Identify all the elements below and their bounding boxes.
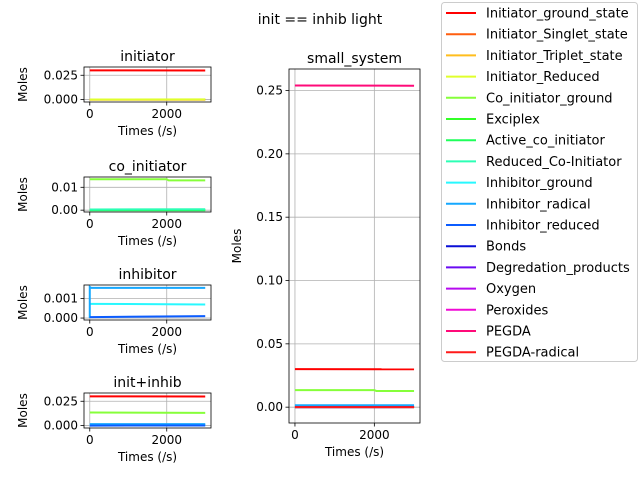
subplot-title: inhibitor bbox=[118, 267, 176, 283]
series-group bbox=[90, 70, 205, 99]
x-axis-label: Times (/s) bbox=[117, 342, 177, 356]
subplot-title: initiator bbox=[120, 49, 175, 65]
y-tick-label: 0.20 bbox=[256, 147, 283, 161]
x-tick-label: 2000 bbox=[151, 107, 182, 121]
legend-label: Exciplex bbox=[486, 113, 540, 128]
series-line-inhibitor_radical bbox=[90, 287, 205, 318]
legend: Initiator_ground_state Initiator_Singlet_… bbox=[442, 3, 638, 362]
legend-label: Bonds bbox=[486, 240, 526, 255]
y-axis-label: Moles bbox=[16, 67, 30, 102]
y-tick-label: 0.000 bbox=[44, 419, 78, 433]
x-tick-label: 0 bbox=[86, 217, 94, 231]
x-tick-label: 2000 bbox=[151, 433, 182, 447]
y-tick-label: 0.25 bbox=[256, 84, 283, 98]
series-group bbox=[90, 287, 205, 318]
series-line-co_initiator_ground bbox=[90, 179, 205, 180]
y-axis-label: Moles bbox=[16, 177, 30, 212]
y-tick-label: 0.000 bbox=[44, 311, 78, 325]
x-axis-label: Times (/s) bbox=[117, 124, 177, 138]
y-axis-label: Moles bbox=[230, 229, 244, 264]
y-axis-label: Moles bbox=[16, 393, 30, 428]
series-group bbox=[90, 179, 205, 210]
legend-label: Oxygen bbox=[486, 282, 536, 297]
y-tick-label: 0.025 bbox=[44, 68, 78, 82]
legend-label: Inhibitor_radical bbox=[486, 197, 591, 212]
subplot-small-system: 0 2000 0.00 0.05 0.10 0.15 0.20 0.25 small_syste… bbox=[230, 51, 420, 459]
series-group bbox=[90, 396, 205, 425]
legend-label: Initiator_Triplet_state bbox=[486, 49, 623, 64]
x-tick-label: 2000 bbox=[359, 428, 390, 442]
series-line-inhibitor_ground bbox=[90, 304, 205, 305]
legend-label: Reduced_Co-Initiator bbox=[486, 155, 622, 170]
axes-frame bbox=[84, 177, 211, 212]
axes-frame bbox=[84, 67, 211, 102]
x-tick-label: 0 bbox=[86, 107, 94, 121]
y-tick-label: 0.15 bbox=[256, 210, 283, 224]
subplot-initiator: 0 2000 0.000 0.025 initiator Times (/s) Moles bbox=[16, 49, 211, 138]
y-tick-label: 0.00 bbox=[256, 400, 283, 414]
figure-suptitle: init == inhib light bbox=[258, 12, 383, 28]
subplot-title: init+inhib bbox=[113, 375, 181, 391]
y-tick-label: 0.000 bbox=[44, 93, 78, 107]
x-tick-label: 0 bbox=[86, 433, 94, 447]
y-tick-label: 0.01 bbox=[51, 180, 78, 194]
y-tick-label: 0.00 bbox=[51, 203, 78, 217]
series-line-inhibitor_reduced bbox=[90, 316, 205, 317]
legend-label: Active_co_initiator bbox=[486, 134, 606, 149]
x-tick-label: 2000 bbox=[151, 325, 182, 339]
x-axis-label: Times (/s) bbox=[324, 445, 384, 459]
x-axis-label: Times (/s) bbox=[117, 234, 177, 248]
x-tick-label: 0 bbox=[86, 325, 94, 339]
legend-label: Inhibitor_ground bbox=[486, 176, 593, 191]
legend-label: Peroxides bbox=[486, 303, 549, 318]
axes-frame bbox=[84, 393, 211, 428]
x-tick-label: 0 bbox=[291, 428, 299, 442]
series-group bbox=[295, 85, 414, 407]
y-tick-label: 0.001 bbox=[44, 292, 78, 306]
subplot-co-initiator: 0 2000 0.00 0.01 co_initiator Times (/s) Moles bbox=[16, 159, 211, 248]
y-tick-label: 0.05 bbox=[256, 337, 283, 351]
legend-label: Inhibitor_reduced bbox=[486, 219, 600, 234]
x-axis-label: Times (/s) bbox=[117, 450, 177, 464]
y-tick-label: 0.025 bbox=[44, 394, 78, 408]
legend-label: Degredation_products bbox=[486, 261, 630, 276]
legend-label: Initiator_ground_state bbox=[486, 7, 629, 22]
legend-label: Initiator_Singlet_state bbox=[486, 28, 628, 43]
axes-frame bbox=[84, 285, 211, 320]
subplot-title: small_system bbox=[307, 51, 402, 67]
legend-label: Co_initiator_ground bbox=[486, 91, 613, 106]
y-tick-label: 0.10 bbox=[256, 274, 283, 288]
x-tick-label: 2000 bbox=[151, 217, 182, 231]
subplot-title: co_initiator bbox=[109, 159, 187, 175]
subplot-init-inhib: 0 2000 0.000 0.025 init+inhib Times (/s) Moles bbox=[16, 375, 211, 464]
subplot-inhibitor: 0 2000 0.000 0.001 inhibitor Times (/s) Moles bbox=[16, 267, 211, 356]
legend-label: PEGDA bbox=[486, 325, 531, 340]
legend-label: PEGDA-radical bbox=[486, 346, 579, 361]
y-axis-label: Moles bbox=[16, 285, 30, 320]
legend-label: Initiator_Reduced bbox=[486, 70, 600, 85]
series-line-co_initiator_ground bbox=[295, 390, 414, 391]
